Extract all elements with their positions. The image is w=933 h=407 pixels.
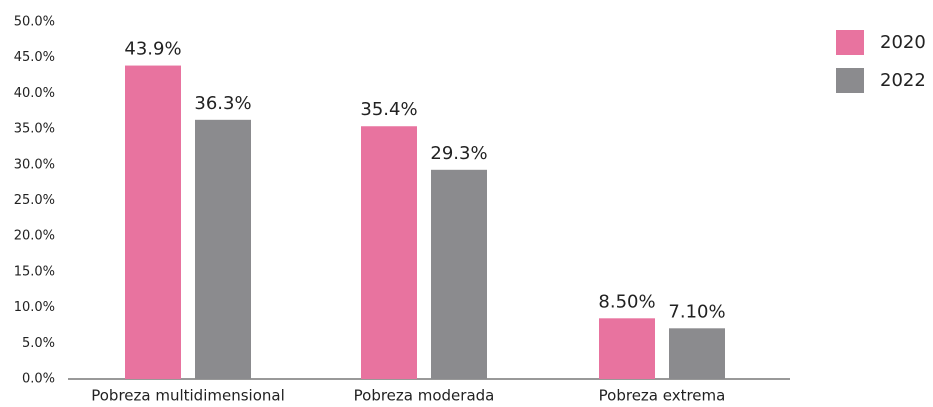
- y-tick-label: 45.0%: [14, 50, 55, 65]
- legend-swatch: [836, 30, 864, 55]
- y-tick-label: 40.0%: [14, 86, 55, 101]
- y-tick-label: 35.0%: [14, 122, 55, 137]
- value-label: 8.50%: [598, 291, 655, 312]
- value-label: 36.3%: [194, 93, 251, 114]
- value-label: 29.3%: [430, 143, 487, 164]
- bar: [361, 126, 417, 379]
- y-tick-label: 0.0%: [22, 372, 55, 387]
- bar: [431, 169, 487, 379]
- y-tick-label: 20.0%: [14, 229, 55, 244]
- legend-label: 2022: [880, 70, 926, 91]
- bar: [195, 119, 251, 380]
- y-tick-label: 50.0%: [14, 15, 55, 30]
- y-tick-label: 15.0%: [14, 264, 55, 279]
- y-tick-label: 25.0%: [14, 193, 55, 208]
- y-tick-label: 5.0%: [22, 336, 55, 351]
- x-tick-label: Pobreza moderada: [354, 387, 495, 405]
- x-tick-label: Pobreza multidimensional: [91, 387, 285, 405]
- legend-swatch: [836, 68, 864, 93]
- value-label: 7.10%: [668, 301, 725, 322]
- bar: [125, 65, 181, 379]
- value-label: 35.4%: [360, 99, 417, 120]
- bar: [599, 318, 655, 379]
- y-tick-label: 10.0%: [14, 300, 55, 315]
- bar: [669, 328, 725, 379]
- value-label: 43.9%: [124, 39, 181, 60]
- x-tick-label: Pobreza extrema: [599, 387, 726, 405]
- y-tick-label: 30.0%: [14, 157, 55, 172]
- legend-label: 2020: [880, 32, 926, 53]
